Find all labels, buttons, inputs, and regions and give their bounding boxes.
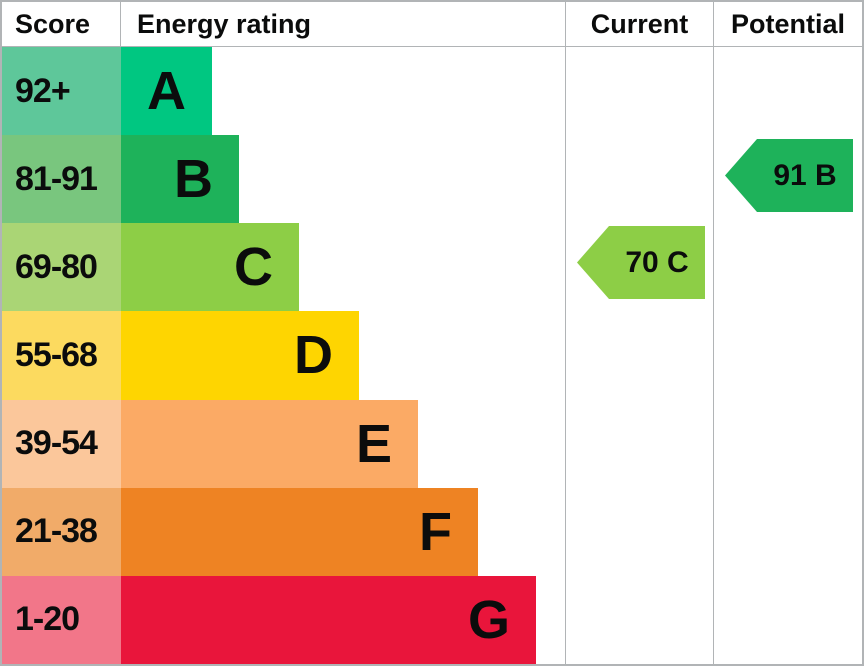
- band-b-bar: B: [121, 135, 239, 224]
- band-row-a: 92+ A: [2, 47, 565, 136]
- potential-rating-arrow: 91 B: [725, 139, 853, 212]
- band-f-bar: F: [121, 487, 478, 576]
- band-e-score-range: 39-54: [2, 399, 121, 488]
- band-rows: 92+ A 81-91 B 69-80 C 55-68 D 39-54 E 21…: [2, 47, 565, 664]
- column-header-energy-rating: Energy rating: [137, 8, 312, 39]
- band-a-bar: A: [121, 47, 212, 136]
- band-c-score-range: 69-80: [2, 223, 121, 312]
- band-f-score-range: 21-38: [2, 487, 121, 576]
- band-a-score-range: 92+: [2, 47, 121, 136]
- current-rating-arrow: 70 C: [577, 226, 705, 299]
- band-row-d: 55-68 D: [2, 311, 565, 400]
- band-d-score-range: 55-68: [2, 311, 121, 400]
- band-row-b: 81-91 B: [2, 135, 565, 224]
- current-column: 70 C: [565, 47, 713, 664]
- band-row-g: 1-20 G: [2, 575, 565, 664]
- band-e-bar: E: [121, 399, 418, 488]
- band-g-bar: G: [121, 575, 536, 664]
- column-header-potential: Potential: [713, 2, 862, 46]
- chart-body: 92+ A 81-91 B 69-80 C 55-68 D 39-54 E 21…: [2, 47, 862, 664]
- column-header-current: Current: [565, 2, 713, 46]
- band-c-bar: C: [121, 223, 299, 312]
- table-header: Score Energy rating Current Potential: [2, 2, 862, 47]
- column-header-score: Score: [2, 2, 121, 46]
- band-g-score-range: 1-20: [2, 575, 121, 664]
- band-row-e: 39-54 E: [2, 399, 565, 488]
- band-row-c: 69-80 C: [2, 223, 565, 312]
- band-row-f: 21-38 F: [2, 487, 565, 576]
- band-d-bar: D: [121, 311, 359, 400]
- band-b-score-range: 81-91: [2, 135, 121, 224]
- potential-column: 91 B: [713, 47, 862, 664]
